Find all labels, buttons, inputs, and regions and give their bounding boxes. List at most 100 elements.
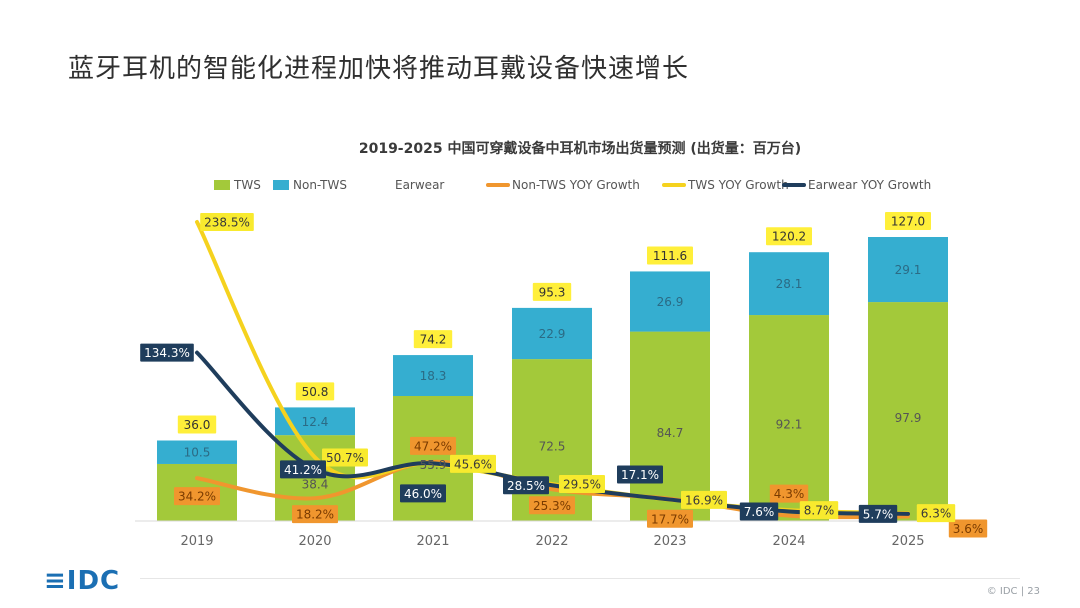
tws-growth-label-box [799,501,839,520]
bars-layer [157,237,948,521]
page-title: 蓝牙耳机的智能化进程加快将推动耳戴设备快速增长 [68,54,690,84]
earwear-growth-label: 5.7% [863,507,894,521]
legend-label: Non-TWS YOY Growth [512,178,640,192]
footer-divider [140,578,1020,579]
non-tws-label: 22.9 [539,327,566,341]
data-labels-layer: 36.0 10.5 50.8 12.4 38.4 74.2 18.3 55.9 95.3 22.9… [140,212,988,538]
non-tws-label: 26.9 [657,295,684,309]
total-label: 120.2 [772,230,806,244]
non-tws-growth-label: 17.7% [651,512,689,526]
tws-label: 38.4 [302,478,329,492]
legend-label: Earwear YOY Growth [808,178,931,192]
legend-label: TWS [233,178,261,192]
bar-non-tws [512,307,592,360]
x-tick-label: 2025 [891,534,924,549]
earwear-growth-label-box [739,502,779,521]
earwear-growth-label: 46.0% [404,487,442,501]
tws-growth-label-box [559,475,605,494]
earwear-growth-label-box [400,484,446,503]
legend-label: Earwear [395,178,444,192]
total-label-box [413,330,453,349]
non-tws-growth-label-box [292,505,338,524]
x-tick-label: 2019 [180,534,213,549]
total-label: 74.2 [420,333,447,347]
total-label: 111.6 [653,249,687,263]
tws-growth-label-box [322,448,368,467]
total-label: 95.3 [539,285,566,299]
total-label-box [885,212,931,230]
x-tick-label: 2020 [298,534,331,549]
earwear-growth-label: 41.2% [284,463,322,477]
earwear-growth-label: 134.3% [144,346,190,360]
legend-label: TWS YOY Growth [687,178,789,192]
total-label: 36.0 [184,418,211,432]
bar-non-tws [868,237,948,303]
earwear-growth-label-box [280,460,326,479]
bar-non-tws [630,271,710,332]
non-tws-growth-label: 47.2% [414,439,452,453]
tws-growth-label-box [200,213,254,231]
tws-growth-label: 29.5% [563,478,601,492]
non-tws-label: 18.3 [420,369,447,383]
tws-growth-label: 45.6% [454,457,492,471]
footer-text: © IDC | [986,586,1025,597]
page-number: 23 [1027,586,1040,597]
tws-label: 92.1 [776,418,803,432]
tws-label: 72.5 [539,440,566,454]
x-axis-ticks: 2019 2020 2021 2022 2023 2024 2025 [180,534,924,549]
non-tws-growth-label-box [769,484,809,503]
bar-non-tws [157,440,237,464]
x-tick-label: 2022 [535,534,568,549]
tws-label: 97.9 [895,411,922,425]
earwear-growth-label-box [140,343,194,362]
legend-swatch [214,180,230,190]
non-tws-growth-label-box [529,496,575,515]
non-tws-growth-label: 4.3% [774,487,805,501]
non-tws-label: 28.1 [776,277,803,291]
earwear-growth-label-box [858,504,898,523]
non-tws-growth-label: 34.2% [178,490,216,504]
tws-growth-label-box [681,490,727,509]
legend-label: Non-TWS [293,178,347,192]
non-tws-label: 12.4 [302,415,329,429]
non-tws-growth-label-box [174,487,220,506]
total-label: 127.0 [891,215,925,229]
x-tick-label: 2023 [653,534,686,549]
tws-growth-label-box [450,454,496,473]
bar-tws [630,331,710,521]
earwear-growth-label-box [617,465,663,484]
tws-label: 84.7 [657,426,684,440]
earwear-growth-label: 7.6% [744,505,775,519]
total-label-box [766,227,812,246]
chart-legend: TWS Non-TWS Earwear Non-TWS YOY Growth TWS Y… [214,178,931,192]
non-tws-label: 29.1 [895,263,922,277]
bar-tws [868,302,948,521]
total-label-box [177,415,217,434]
non-tws-growth-label: 18.2% [296,508,334,522]
total-label: 50.8 [302,385,329,399]
earwear-growth-label: 17.1% [621,468,659,482]
earwear-growth-label: 28.5% [507,479,545,493]
earwear-growth-label-box [503,476,549,495]
non-tws-growth-label-box [647,509,693,528]
tws-growth-label-box [916,504,956,523]
non-tws-growth-label-box [410,436,456,455]
bar-non-tws [393,355,473,396]
total-label-box [532,282,572,301]
chart-title: 2019-2025 中国可穿戴设备中耳机市场出货量预测 (出货量：百万台) [359,140,801,157]
tws-growth-label: 238.5% [204,216,250,230]
x-tick-label: 2021 [416,534,449,549]
tws-growth-label: 6.3% [921,507,952,521]
non-tws-label: 10.5 [184,446,211,460]
x-tick-label: 2024 [772,534,805,549]
tws-growth-label: 16.9% [685,493,723,507]
total-label-box [647,246,693,265]
tws-label: 55.9 [420,458,447,472]
tws-growth-label: 8.7% [804,504,835,518]
idc-logo: ≡IDC [44,566,121,596]
footer-copyright: © IDC | 23 [987,586,1040,597]
tws-growth-label: 50.7% [326,451,364,465]
non-tws-growth-label: 3.6% [953,522,984,536]
bar-non-tws [749,252,829,316]
